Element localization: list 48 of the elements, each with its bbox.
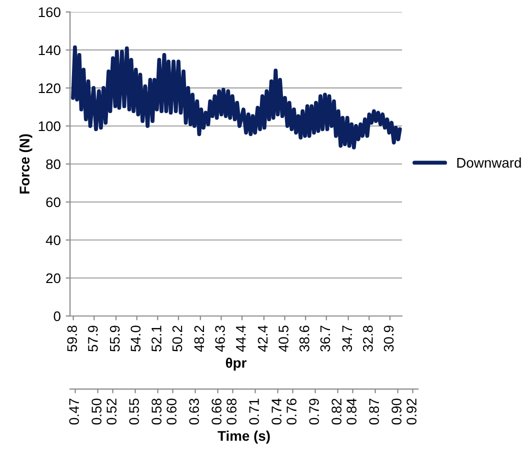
y-tick-label: 100: [38, 121, 60, 132]
x-tick-label: 30.9: [384, 326, 394, 352]
x-tick-label: 55.9: [110, 326, 120, 352]
x2-tick-label: 0.90: [392, 398, 402, 425]
y-tick-label: 120: [38, 83, 60, 94]
y-tick-label: 20: [46, 273, 60, 284]
x-tick-label: 50.2: [172, 326, 182, 352]
x-tick-label: 32.8: [363, 326, 373, 352]
y-tick-label: 80: [46, 159, 60, 170]
x2-tick-label: 0.63: [189, 398, 199, 425]
x-tick-label: 42.4: [258, 325, 268, 352]
y-axis-title: Force (N): [19, 134, 32, 194]
x2-tick-label: 0.76: [286, 398, 296, 425]
x-tick-label: 38.6: [299, 326, 310, 352]
y-tick-label: 140: [38, 45, 60, 56]
x2-axis-title: Time (s): [218, 430, 270, 444]
x-axis-title: θpr: [226, 358, 246, 371]
x-tick-label: 54.0: [130, 326, 141, 352]
x-tick-label: 40.5: [278, 326, 288, 352]
x2-tick-label: 0.47: [69, 398, 79, 425]
x-tick-label: 34.7: [342, 326, 352, 352]
x-tick-label: 44.4: [236, 325, 246, 352]
x2-tick-label: 0.55: [129, 398, 139, 425]
x2-tick-label: 0.79: [309, 398, 319, 425]
line-series: [71, 45, 402, 150]
y-tick-label: 0: [54, 311, 60, 322]
y-tick-label: 40: [46, 235, 60, 246]
x-tick-label: 46.3: [215, 326, 225, 352]
x-tick-label: 52.1: [152, 326, 162, 352]
x2-tick-label: 0.60: [166, 398, 176, 425]
x2-tick-label: 0.71: [249, 398, 259, 425]
legend-label: Downward: [457, 158, 521, 168]
x-tick-label: 48.2: [194, 326, 204, 352]
x2-tick-label: 0.66: [212, 398, 222, 425]
x2-tick-label: 0.68: [226, 398, 236, 425]
x-tick-label: 59.8: [67, 326, 78, 352]
x2-tick-label: 0.87: [369, 398, 379, 425]
x2-tick-label: 0.84: [346, 398, 356, 425]
y-tick-label: 160: [38, 7, 60, 18]
x2-tick-label: 0.50: [92, 398, 102, 425]
x2-tick-label: 0.74: [272, 398, 282, 425]
y-tick-label: 60: [46, 197, 60, 208]
x-tick-label: 36.7: [320, 326, 330, 352]
x2-tick-label: 0.92: [406, 398, 416, 425]
x-tick-label: 57.9: [88, 326, 98, 352]
x2-tick-label: 0.52: [106, 398, 116, 425]
x2-tick-label: 0.82: [332, 398, 342, 425]
x2-tick-label: 0.58: [152, 398, 162, 425]
